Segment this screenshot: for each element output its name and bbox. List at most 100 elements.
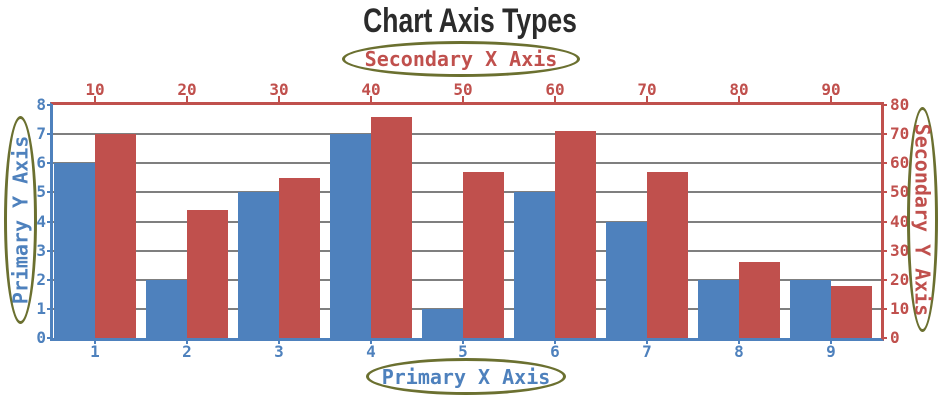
primary-y-tick-mark xyxy=(47,249,53,252)
secondary-y-tick-mark xyxy=(881,278,887,281)
primary-x-tick-mark xyxy=(462,338,464,344)
secondary-x-tick-label: 20 xyxy=(177,80,197,99)
primary-y-tick-mark xyxy=(47,307,53,310)
primary-x-tick-mark xyxy=(278,338,280,344)
primary-y-tick-label: 3 xyxy=(36,240,46,260)
primary-x-tick-label: 6 xyxy=(550,342,560,361)
primary-y-tick-label: 8 xyxy=(36,95,46,114)
bar-primary-6 xyxy=(514,192,555,338)
secondary-y-tick-label: 20 xyxy=(890,269,910,289)
primary-x-tick-label: 5 xyxy=(458,342,468,361)
gridline xyxy=(53,133,881,136)
secondary-x-tick-mark xyxy=(830,96,832,102)
primary-y-tick-label: 2 xyxy=(36,269,46,289)
secondary-x-tick-label: 40 xyxy=(361,80,381,99)
bar-secondary-8 xyxy=(739,262,780,338)
secondary-y-tick-mark xyxy=(881,104,887,106)
secondary-x-tick-label: 10 xyxy=(85,80,105,99)
primary-x-tick-label: 8 xyxy=(734,342,744,361)
bar-primary-2 xyxy=(146,279,187,338)
primary-y-tick-label: 6 xyxy=(36,153,46,173)
secondary-y-tick-label: 0 xyxy=(890,328,900,347)
secondary-x-axis-title-ellipse: Secondary X Axis xyxy=(342,41,580,77)
bar-secondary-6 xyxy=(555,131,596,338)
secondary-x-tick-mark xyxy=(738,96,740,102)
secondary-y-tick-mark xyxy=(881,191,887,194)
secondary-x-tick-mark xyxy=(554,96,556,102)
plot-area xyxy=(50,102,884,341)
primary-x-tick-mark xyxy=(646,338,648,344)
primary-y-tick-mark xyxy=(47,162,53,165)
secondary-x-tick-mark xyxy=(462,96,464,102)
primary-y-tick-label: 4 xyxy=(36,211,46,231)
bar-primary-5 xyxy=(422,308,463,338)
secondary-x-tick-label: 30 xyxy=(269,80,289,99)
secondary-x-tick-mark xyxy=(186,96,188,102)
primary-y-tick-mark xyxy=(47,191,53,194)
bar-primary-1 xyxy=(54,163,95,338)
primary-x-tick-mark xyxy=(830,338,832,344)
primary-x-tick-label: 3 xyxy=(274,342,284,361)
primary-x-tick-label: 1 xyxy=(90,342,100,361)
primary-x-axis-title-ellipse: Primary X Axis xyxy=(366,358,566,395)
primary-x-tick-mark xyxy=(554,338,556,344)
secondary-x-tick-label: 80 xyxy=(729,80,749,99)
bar-secondary-2 xyxy=(187,209,228,338)
primary-x-axis-title: Primary X Axis xyxy=(381,364,551,389)
bar-primary-8 xyxy=(698,279,739,338)
gridline xyxy=(53,162,881,165)
secondary-x-tick-label: 50 xyxy=(453,80,473,99)
primary-y-tick-label: 0 xyxy=(36,328,46,347)
secondary-y-tick-label: 50 xyxy=(890,182,910,202)
secondary-y-tick-label: 30 xyxy=(890,240,910,260)
secondary-y-tick-label: 10 xyxy=(890,298,910,318)
primary-y-tick-mark xyxy=(47,104,53,106)
primary-x-tick-label: 2 xyxy=(182,342,192,361)
secondary-y-axis-title: Secondary Y Axis xyxy=(910,123,935,316)
secondary-y-tick-mark xyxy=(881,337,887,339)
bar-primary-9 xyxy=(790,279,831,338)
chart-title-row: Chart Axis Types xyxy=(0,2,940,41)
primary-x-tick-label: 9 xyxy=(826,342,836,361)
secondary-x-tick-mark xyxy=(94,96,96,102)
secondary-y-tick-mark xyxy=(881,307,887,310)
primary-y-axis-title-ellipse: Primary Y Axis xyxy=(4,116,37,324)
primary-y-tick-mark xyxy=(47,220,53,223)
bar-secondary-9 xyxy=(831,285,872,338)
primary-y-axis-title: Primary Y Axis xyxy=(8,135,33,305)
secondary-y-tick-mark xyxy=(881,220,887,223)
secondary-y-tick-mark xyxy=(881,133,887,136)
secondary-y-tick-label: 60 xyxy=(890,153,910,173)
plot-inner xyxy=(53,105,881,338)
secondary-x-axis-title: Secondary X Axis xyxy=(364,47,558,71)
bar-secondary-5 xyxy=(463,172,504,338)
secondary-x-tick-label: 60 xyxy=(545,80,565,99)
secondary-y-tick-label: 40 xyxy=(890,211,910,231)
primary-y-tick-mark xyxy=(47,337,53,339)
primary-x-tick-label: 7 xyxy=(642,342,652,361)
primary-x-tick-mark xyxy=(738,338,740,344)
chart-title: Chart Axis Types xyxy=(363,2,577,40)
primary-y-tick-label: 7 xyxy=(36,124,46,144)
bar-primary-7 xyxy=(606,221,647,338)
secondary-x-tick-label: 90 xyxy=(821,80,841,99)
primary-x-tick-mark xyxy=(370,338,372,344)
secondary-y-tick-label: 70 xyxy=(890,124,910,144)
secondary-y-axis-title-ellipse: Secondary Y Axis xyxy=(907,107,938,332)
primary-y-tick-label: 1 xyxy=(36,298,46,318)
secondary-x-tick-label: 70 xyxy=(637,80,657,99)
primary-x-tick-mark xyxy=(94,338,96,344)
primary-x-tick-mark xyxy=(186,338,188,344)
bar-secondary-3 xyxy=(279,177,320,338)
primary-y-tick-mark xyxy=(47,133,53,136)
secondary-x-tick-mark xyxy=(370,96,372,102)
bar-primary-3 xyxy=(238,192,279,338)
secondary-y-tick-label: 80 xyxy=(890,95,910,114)
bar-secondary-7 xyxy=(647,172,688,338)
secondary-x-tick-mark xyxy=(646,96,648,102)
secondary-y-tick-mark xyxy=(881,249,887,252)
primary-y-tick-label: 5 xyxy=(36,182,46,202)
bar-secondary-1 xyxy=(95,134,136,338)
secondary-y-tick-mark xyxy=(881,162,887,165)
